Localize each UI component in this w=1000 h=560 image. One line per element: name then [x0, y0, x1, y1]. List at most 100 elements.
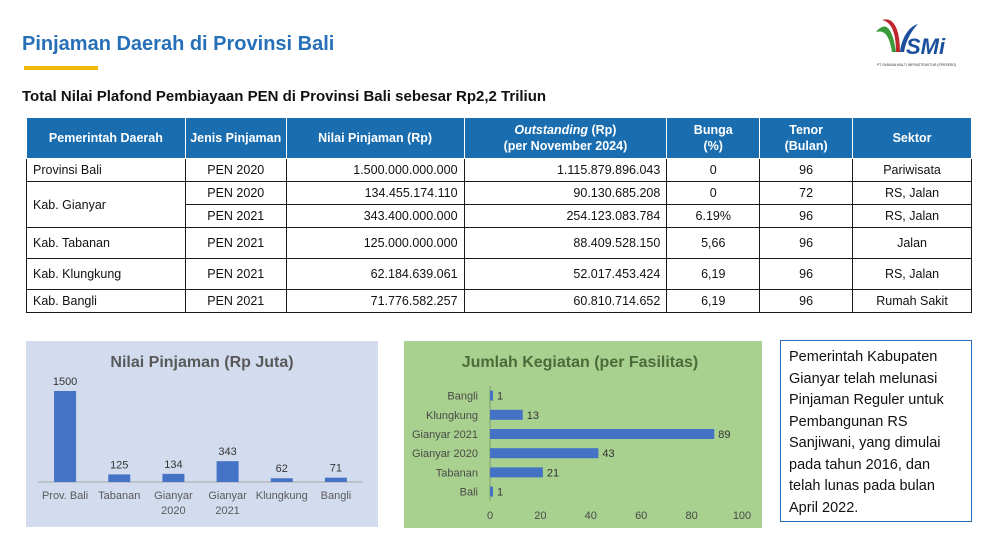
- category-label: Gianyar: [154, 490, 193, 502]
- col-header-nilai: Nilai Pinjaman (Rp): [285, 117, 465, 159]
- table-row: PEN 2021 343.400.000.000 254.123.083.784…: [27, 204, 972, 228]
- cell-nilai: 71.776.582.257: [285, 289, 465, 313]
- category-label: 2020: [161, 505, 185, 517]
- jumlah-kegiatan-chart: Jumlah Kegiatan (per Fasilitas) 1 Bangli 1…: [412, 354, 751, 522]
- table-row: Kab. Tabanan PEN 2021 125.000.000.000 88…: [26, 227, 972, 259]
- cell-sektor: RS, Jalan: [852, 204, 972, 228]
- tenor-unit: (Bulan): [784, 139, 828, 153]
- cell-pemda: Kab. Tabanan: [26, 227, 186, 259]
- cell-outstanding: 88.409.528.150: [463, 227, 668, 259]
- table-row: Kab. Bangli PEN 2021 71.776.582.257 60.8…: [26, 289, 972, 313]
- cell-bunga: 6,19: [666, 258, 761, 290]
- cell-outstanding: 1.115.879.896.043: [463, 158, 668, 182]
- data-label: 62: [276, 463, 288, 475]
- logo-tagline: PT SARANA MULTI INFRASTRUKTUR (PERSERO): [877, 63, 956, 67]
- logo-text: SMi: [906, 34, 946, 59]
- bar: [324, 477, 347, 482]
- cell-jenis: PEN 2020: [184, 158, 287, 182]
- category-label: 2021: [215, 505, 239, 517]
- chart-title: Nilai Pinjaman (Rp Juta): [110, 354, 293, 371]
- cell-tenor: 96: [759, 289, 854, 313]
- bar: [490, 409, 523, 420]
- category-label: Gianyar 2020: [412, 448, 478, 460]
- gianyar-note: Pemerintah Kabupaten Gianyar telah melun…: [780, 340, 972, 522]
- cell-sektor: RS, Jalan: [852, 258, 972, 290]
- tick-label: 100: [733, 510, 751, 522]
- table-row: Kab. Klungkung PEN 2021 62.184.639.061 5…: [26, 258, 972, 290]
- data-label: 89: [718, 429, 730, 441]
- cell-pemda: Kab. Gianyar: [26, 181, 186, 228]
- data-label: 43: [602, 448, 614, 460]
- data-label: 134: [164, 459, 182, 471]
- bar: [490, 390, 493, 401]
- category-label: Tabanan: [98, 490, 140, 502]
- cell-sektor: Pariwisata: [852, 158, 972, 182]
- outstanding-period: (per November 2024): [503, 139, 628, 153]
- cell-sektor: RS, Jalan: [852, 181, 972, 205]
- chart-title: Jumlah Kegiatan (per Fasilitas): [462, 354, 699, 371]
- data-label: 125: [110, 459, 128, 471]
- col-header-sektor: Sektor: [852, 117, 972, 159]
- cell-bunga: 0: [666, 158, 761, 182]
- cell-tenor: 96: [759, 158, 854, 182]
- cell-nilai: 62.184.639.061: [285, 258, 465, 290]
- cell-bunga: 6,19: [666, 289, 761, 313]
- cell-jenis: PEN 2021: [184, 227, 287, 259]
- logo-swoosh-red: [882, 19, 900, 52]
- tick-label: 20: [534, 510, 546, 522]
- bar: [270, 478, 293, 482]
- tick-label: 60: [635, 510, 647, 522]
- cell-tenor: 96: [759, 204, 854, 228]
- bunga-unit: (%): [703, 139, 723, 153]
- bar: [490, 467, 543, 478]
- col-header-tenor: Tenor (Bulan): [759, 117, 854, 159]
- page-subtitle: Total Nilai Plafond Pembiayaan PEN di Pr…: [22, 88, 547, 105]
- data-label: 13: [527, 410, 539, 422]
- outstanding-unit: (Rp): [587, 123, 617, 137]
- cell-bunga: 6.19%: [666, 204, 761, 228]
- nilai-pinjaman-chart-panel: Nilai Pinjaman (Rp Juta) 1500 Prov. Bali 1…: [26, 341, 378, 527]
- data-label: 1500: [53, 376, 77, 388]
- data-label: 1: [497, 487, 503, 499]
- category-label: Gianyar 2021: [412, 429, 478, 441]
- bar: [490, 429, 715, 439]
- cell-tenor: 72: [759, 181, 854, 205]
- data-label: 1: [497, 391, 503, 403]
- category-label: Klungkung: [256, 490, 308, 502]
- data-label: 21: [547, 467, 559, 479]
- jumlah-kegiatan-chart-panel: Jumlah Kegiatan (per Fasilitas) 1 Bangli 1…: [404, 341, 762, 528]
- cell-jenis: PEN 2021: [184, 258, 287, 290]
- category-label: Tabanan: [436, 467, 478, 479]
- table-row: Kab. Gianyar PEN 2020 134.455.174.110 90…: [26, 181, 972, 228]
- cell-outstanding: 90.130.685.208: [463, 181, 668, 205]
- nilai-pinjaman-chart: Nilai Pinjaman (Rp Juta) 1500 Prov. Bali 1…: [38, 354, 363, 517]
- cell-outstanding: 254.123.083.784: [463, 204, 668, 228]
- col-header-outstanding: Outstanding (Rp) (per November 2024): [463, 117, 668, 159]
- tenor-label: Tenor: [789, 123, 824, 137]
- data-label: 71: [330, 463, 342, 475]
- cell-nilai: 1.500.000.000.000: [285, 158, 465, 182]
- cell-pemda: Kab. Bangli: [26, 289, 186, 313]
- cell-jenis: PEN 2021: [184, 204, 287, 228]
- tick-label: 0: [487, 510, 493, 522]
- category-label: Gianyar: [208, 490, 247, 502]
- outstanding-label: Outstanding: [514, 123, 588, 137]
- category-label: Bali: [460, 487, 478, 499]
- cell-outstanding: 52.017.453.424: [463, 258, 668, 290]
- cell-jenis: PEN 2020: [184, 181, 287, 205]
- tick-label: 80: [685, 510, 697, 522]
- cell-sektor: Jalan: [852, 227, 972, 259]
- cell-nilai: 134.455.174.110: [285, 181, 465, 205]
- cell-bunga: 0: [666, 181, 761, 205]
- bunga-label: Bunga: [693, 123, 733, 137]
- logo-swoosh-green: [876, 26, 896, 52]
- cell-tenor: 96: [759, 258, 854, 290]
- col-header-pemda: Pemerintah Daerah: [26, 117, 186, 159]
- bar: [216, 461, 239, 482]
- data-label: 343: [218, 446, 236, 458]
- cell-nilai: 125.000.000.000: [285, 227, 465, 259]
- bar: [490, 486, 493, 497]
- category-label: Klungkung: [426, 410, 478, 422]
- bar: [162, 473, 185, 482]
- cell-nilai: 343.400.000.000: [285, 204, 465, 228]
